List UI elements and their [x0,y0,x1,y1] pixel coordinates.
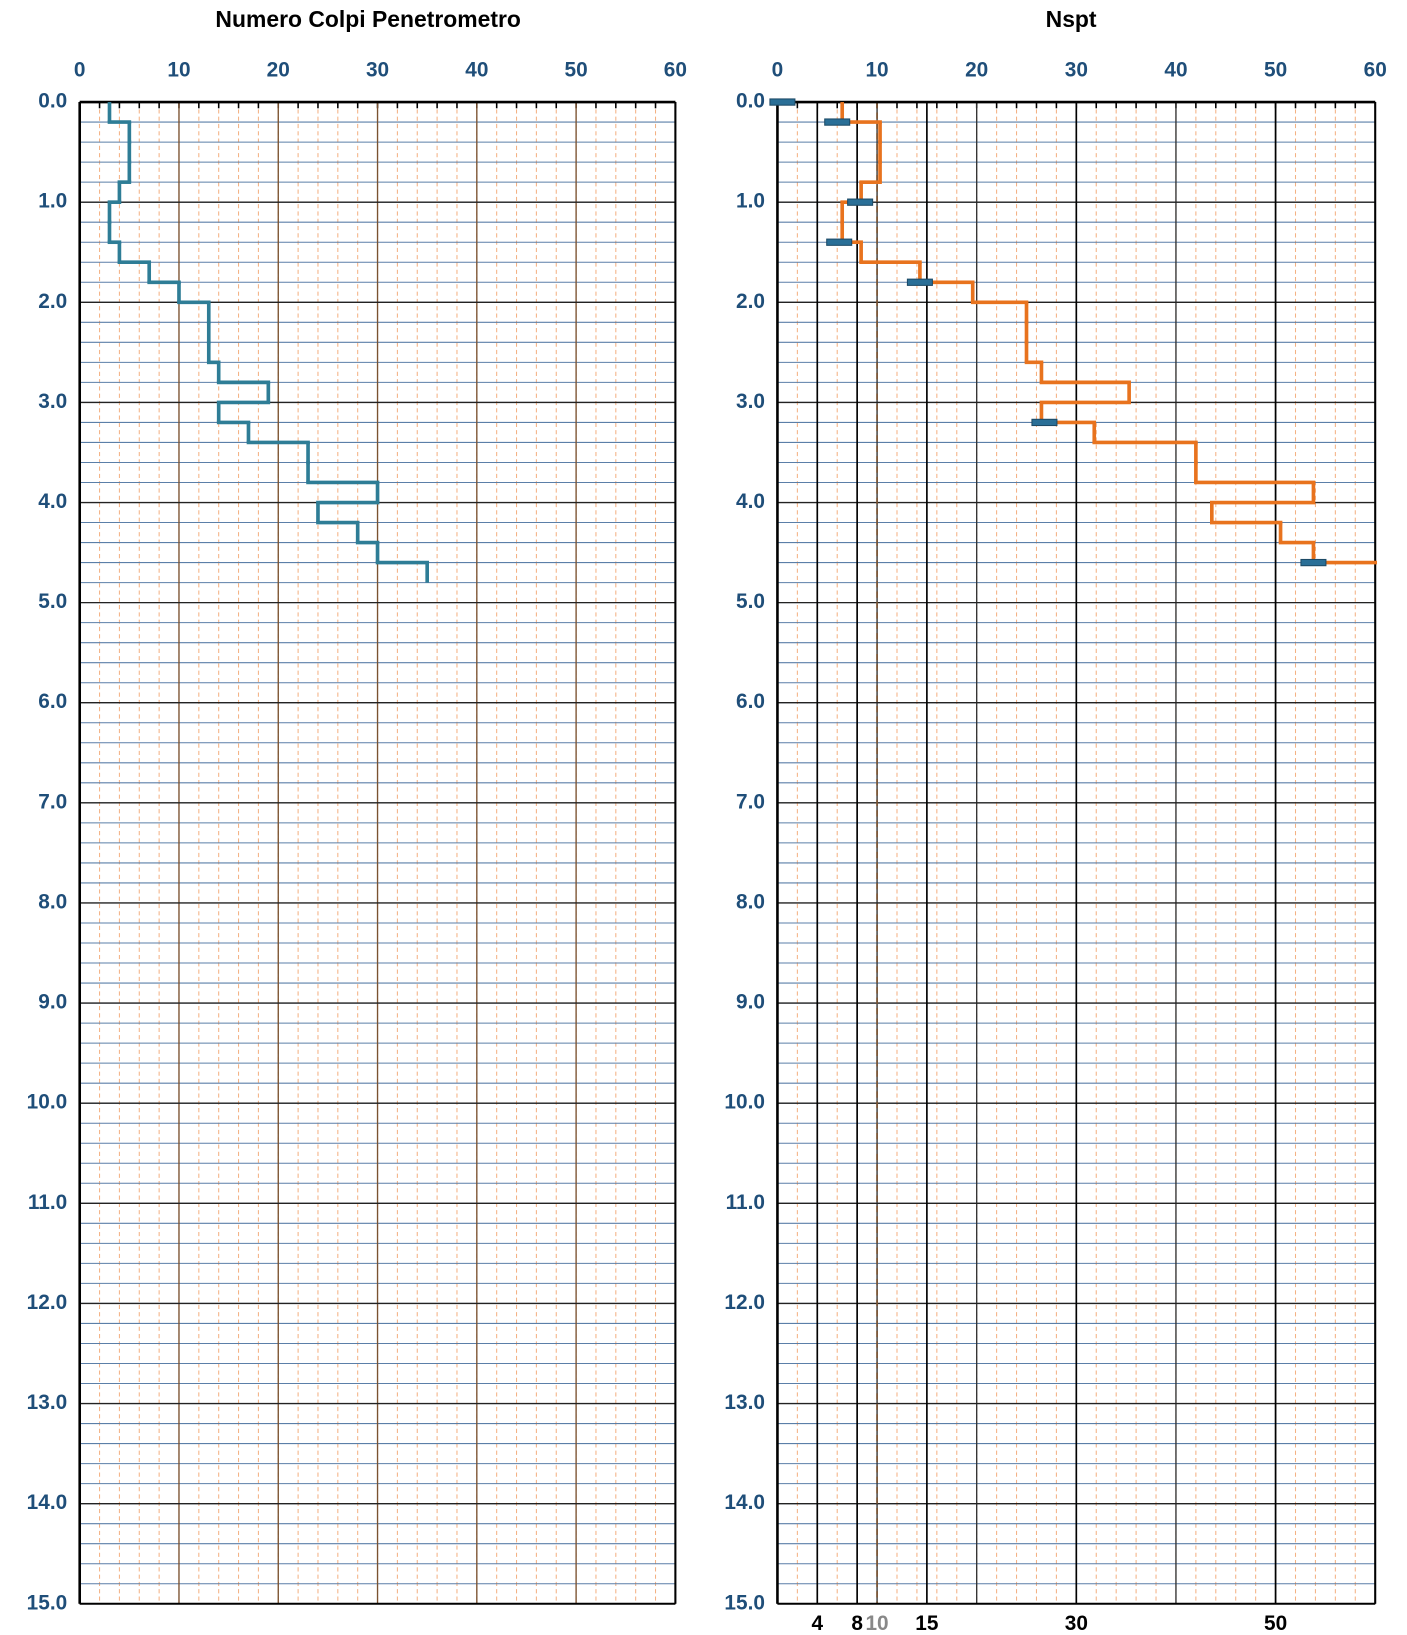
y-tick-label: 15.0 [27,1591,68,1614]
y-tick-label: 8.0 [736,890,765,913]
y-tick-label: 2.0 [736,290,765,313]
x-tick-label: 30 [1065,58,1088,81]
x-tick-label: 0 [772,58,784,81]
chart-title: Numero Colpi Penetrometro [215,6,520,32]
y-tick-label: 15.0 [724,1591,765,1614]
y-tick-label: 9.0 [38,991,67,1014]
y-tick-label: 5.0 [736,590,765,613]
x-tick-label: 50 [565,58,588,81]
x-tick-label: 60 [1364,58,1387,81]
marker [769,98,796,106]
y-tick-label: 14.0 [27,1491,68,1514]
y-tick-label: 0.0 [38,90,67,113]
y-tick-label: 4.0 [736,490,765,513]
bottom-tick-label: 10 [865,1612,888,1635]
x-tick-label: 40 [1164,58,1187,81]
y-tick-label: 12.0 [724,1291,765,1314]
y-tick-label: 10.0 [724,1091,765,1114]
x-tick-label: 20 [267,58,290,81]
bottom-tick-label: 15 [915,1612,938,1635]
bottom-tick-label: 30 [1065,1612,1088,1635]
x-tick-label: 60 [664,58,687,81]
y-tick-label: 4.0 [38,490,67,513]
y-tick-label: 1.0 [736,190,765,213]
marker [1300,558,1327,567]
x-tick-label: 50 [1264,58,1287,81]
y-tick-label: 7.0 [736,790,765,813]
y-tick-label: 7.0 [38,790,67,813]
bottom-tick-label: 8 [851,1612,863,1635]
y-tick-label: 13.0 [724,1391,765,1414]
y-tick-label: 9.0 [736,991,765,1014]
x-tick-label: 10 [167,58,190,81]
x-tick-label: 0 [74,58,86,81]
y-tick-label: 11.0 [726,1191,765,1214]
y-tick-label: 14.0 [724,1491,765,1514]
marker [1031,418,1058,427]
y-tick-label: 10.0 [27,1091,68,1114]
x-tick-label: 10 [865,58,888,81]
y-tick-label: 13.0 [27,1391,68,1414]
chart-title: Nspt [1046,6,1097,32]
y-tick-label: 5.0 [38,590,67,613]
marker [847,198,874,206]
y-tick-label: 6.0 [736,690,765,713]
x-tick-label: 30 [366,58,389,81]
y-tick-label: 11.0 [28,1191,67,1214]
marker [824,118,851,126]
y-tick-label: 0.0 [736,90,765,113]
y-tick-label: 2.0 [38,290,67,313]
bottom-tick-label: 4 [812,1612,824,1635]
x-tick-label: 40 [465,58,488,81]
x-tick-label: 20 [965,58,988,81]
y-tick-label: 3.0 [736,390,765,413]
y-tick-label: 12.0 [27,1291,68,1314]
y-tick-label: 6.0 [38,690,67,713]
marker [906,278,933,286]
y-tick-label: 8.0 [38,890,67,913]
y-tick-label: 3.0 [38,390,67,413]
bottom-tick-label: 50 [1264,1612,1287,1635]
y-tick-label: 1.0 [38,190,67,213]
marker [826,238,853,246]
